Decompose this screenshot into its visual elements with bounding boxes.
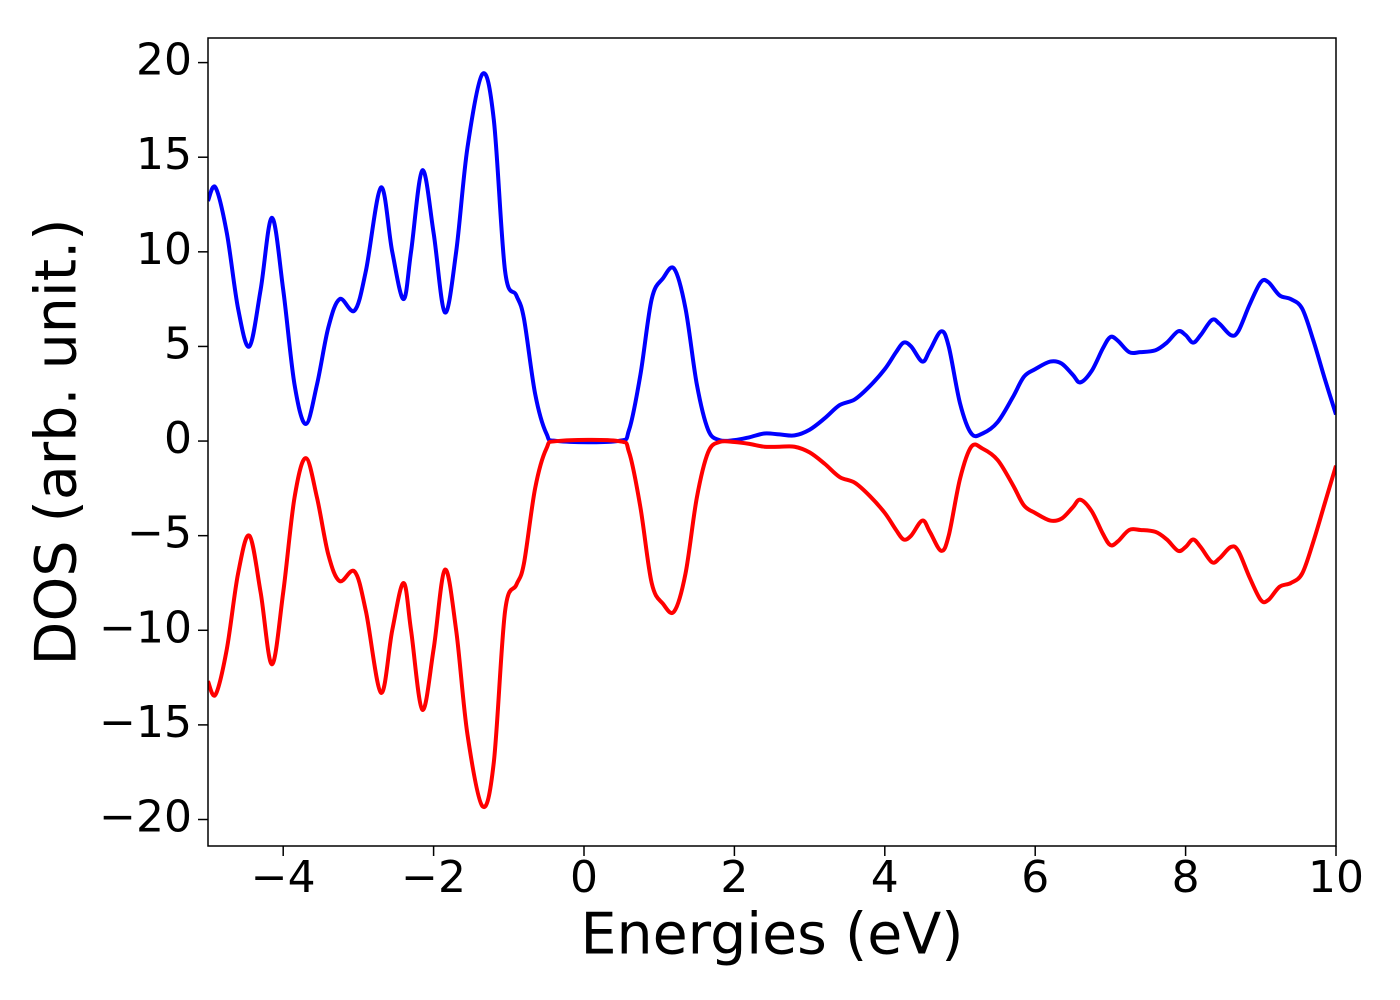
y-tick-label: 20	[136, 35, 192, 86]
x-tick-label: 2	[720, 852, 748, 903]
x-tick-label: 6	[1021, 852, 1049, 903]
y-tick-label: 10	[136, 224, 192, 275]
y-tick-label: −20	[99, 792, 192, 843]
y-tick-label: 0	[164, 413, 192, 464]
plot-frame	[207, 37, 1337, 847]
x-tick-label: 10	[1308, 852, 1364, 903]
y-axis-label: DOS (arb. unit.)	[24, 219, 90, 666]
x-tick-label: 8	[1172, 852, 1200, 903]
x-tick-label: 0	[570, 852, 598, 903]
x-tick-label: 4	[871, 852, 899, 903]
x-tick-label: −2	[401, 852, 466, 903]
y-tick-label: −5	[127, 508, 192, 559]
y-tick-label: −10	[99, 602, 192, 653]
series-line	[208, 437, 1336, 810]
x-axis-label: Energies (eV)	[580, 902, 963, 968]
series-line	[208, 71, 1336, 445]
y-tick-label: 15	[136, 129, 192, 180]
x-tick-label: −4	[251, 852, 316, 903]
y-tick-label: −15	[99, 697, 192, 748]
y-tick-label: 5	[164, 318, 192, 369]
